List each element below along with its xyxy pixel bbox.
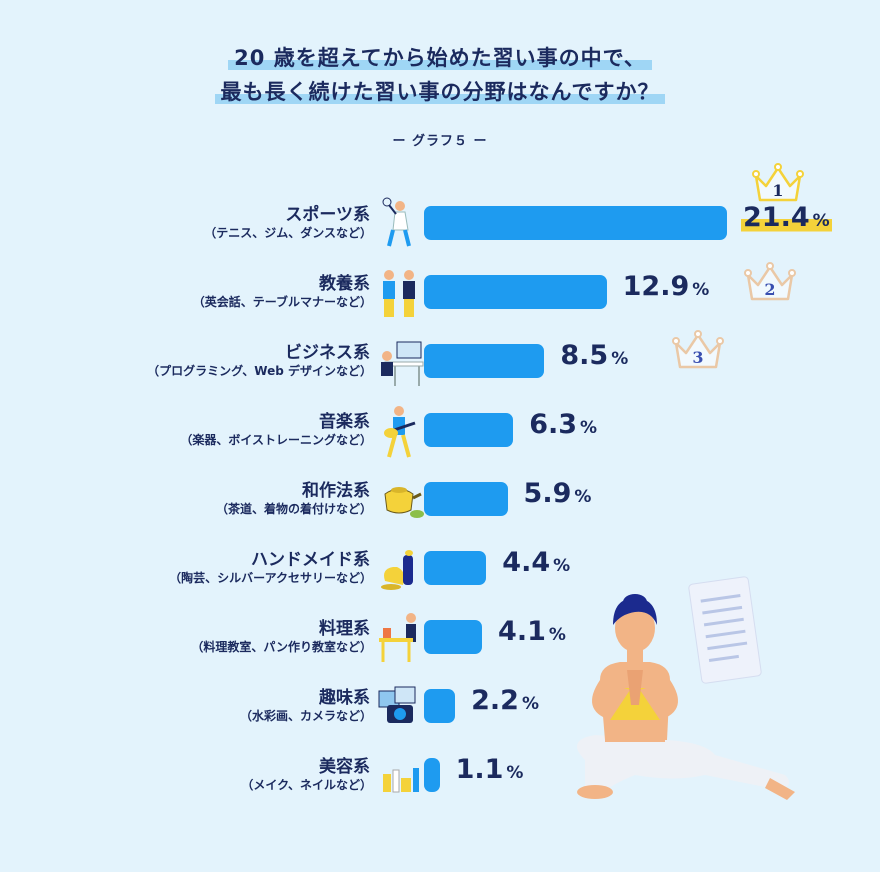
data-label-unit: %: [812, 211, 830, 231]
category-label: 和作法系: [302, 481, 370, 501]
bar: [424, 275, 607, 309]
cosmetics-icon: [383, 768, 419, 793]
data-label-value: 21.4: [743, 202, 810, 233]
data-label-unit: %: [548, 625, 566, 645]
category-examples: （料理教室、パン作り教室など）: [191, 640, 372, 654]
chart-row: 趣味系 （水彩画、カメラなど） 2.2%: [0, 679, 880, 735]
bar: [424, 206, 727, 240]
data-label-value: 1.1: [455, 754, 504, 785]
chart-row: 音楽系 （楽器、ボイストレーニングなど） 6.3%: [0, 403, 880, 459]
category-examples: （メイク、ネイルなど）: [241, 778, 372, 792]
data-label: 21.4%: [741, 202, 832, 233]
category-label: 趣味系: [319, 688, 370, 708]
category-label: 音楽系: [319, 412, 370, 432]
data-label: 4.1%: [498, 616, 566, 647]
category-examples: （テニス、ジム、ダンスなど）: [204, 226, 372, 240]
data-label-unit: %: [611, 349, 629, 369]
conversation-people-icon: [383, 270, 415, 317]
data-label: 12.9%: [623, 271, 710, 302]
data-label: 8.5%: [560, 340, 628, 371]
yoga-woman-illustration: [577, 576, 795, 800]
teapot-icon: [384, 487, 424, 518]
data-label: 5.9%: [524, 478, 592, 509]
rank-crown-icon: 3: [672, 330, 724, 369]
chart-row: ハンドメイド系 （陶芸、シルバーアクセサリーなど） 4.4%: [0, 541, 880, 597]
category-label: スポーツ系: [285, 205, 370, 225]
bar: [424, 758, 440, 792]
rank-number: 2: [764, 280, 775, 299]
category-examples: （陶芸、シルバーアクセサリーなど）: [169, 571, 372, 585]
chart-row: スポーツ系 （テニス、ジム、ダンスなど） 21.4% 1: [0, 163, 880, 252]
data-label: 6.3%: [529, 409, 597, 440]
bar: [424, 620, 483, 654]
data-label-unit: %: [553, 556, 571, 576]
bar: [424, 413, 514, 447]
data-label-value: 4.4: [502, 547, 551, 578]
pottery-icon: [381, 550, 413, 590]
category-label: 教養系: [319, 274, 370, 294]
rank-crown-icon: 2: [744, 262, 796, 301]
data-label-unit: %: [521, 694, 540, 714]
category-label: 美容系: [319, 757, 370, 777]
data-label-value: 12.9: [622, 271, 690, 302]
graph-subtitle: ー グラフ５ ー: [392, 134, 488, 149]
data-label-value: 2.2: [471, 685, 519, 716]
data-label: 2.2%: [471, 685, 539, 716]
category-label: ビジネス系: [285, 343, 370, 363]
chart-row: 和作法系 （茶道、着物の着付けなど） 5.9%: [0, 472, 880, 528]
chart-row: 教養系 （英会話、テーブルマナーなど） 12.9% 2: [0, 262, 880, 321]
bar: [424, 344, 545, 378]
title-line-2: 最も長く続けた習い事の分野はなんですか？: [214, 78, 666, 106]
data-label-unit: %: [692, 280, 710, 300]
chart-row: ビジネス系 （プログラミング、Web デザインなど） 8.5% 3: [0, 330, 880, 390]
camera-photos-icon: [378, 686, 416, 723]
category-examples: （茶道、着物の着付けなど）: [215, 502, 372, 516]
data-label: 1.1%: [456, 754, 524, 785]
data-label-value: 5.9: [523, 478, 572, 509]
data-label-value: 4.1: [498, 616, 546, 647]
chart-row: 料理系 （料理教室、パン作り教室など） 4.1%: [0, 610, 880, 666]
data-label-unit: %: [506, 763, 524, 783]
bar: [424, 482, 508, 516]
bar: [424, 689, 456, 723]
data-label-value: 8.5: [560, 340, 609, 371]
data-label: 4.4%: [502, 547, 570, 578]
rank-crown-icon: 1: [752, 163, 804, 202]
tennis-player-icon: [382, 197, 411, 247]
title-line-1: 20 歳を超えてから始めた習い事の中で、: [228, 44, 652, 72]
rank-number: 1: [772, 181, 783, 200]
category-label: 料理系: [319, 619, 370, 639]
category-label: ハンドメイド系: [251, 550, 370, 570]
category-examples: （英会話、テーブルマナーなど）: [192, 295, 372, 309]
category-examples: （楽器、ボイストレーニングなど）: [180, 433, 372, 447]
category-examples: （水彩画、カメラなど）: [239, 709, 372, 723]
chart-title: 20 歳を超えてから始めた習い事の中で、 最も長く続けた習い事の分野はなんですか…: [0, 44, 880, 112]
data-label-value: 6.3: [529, 409, 578, 440]
cooking-icon: [379, 613, 416, 662]
computer-desk-icon: [381, 341, 424, 386]
data-label-unit: %: [580, 418, 598, 438]
guitarist-icon: [384, 406, 416, 458]
rank-number: 3: [692, 348, 703, 367]
category-examples: （プログラミング、Web デザインなど）: [147, 364, 372, 378]
data-label-unit: %: [574, 487, 592, 507]
chart-row: 美容系 （メイク、ネイルなど） 1.1%: [0, 748, 880, 804]
bar: [424, 551, 487, 585]
